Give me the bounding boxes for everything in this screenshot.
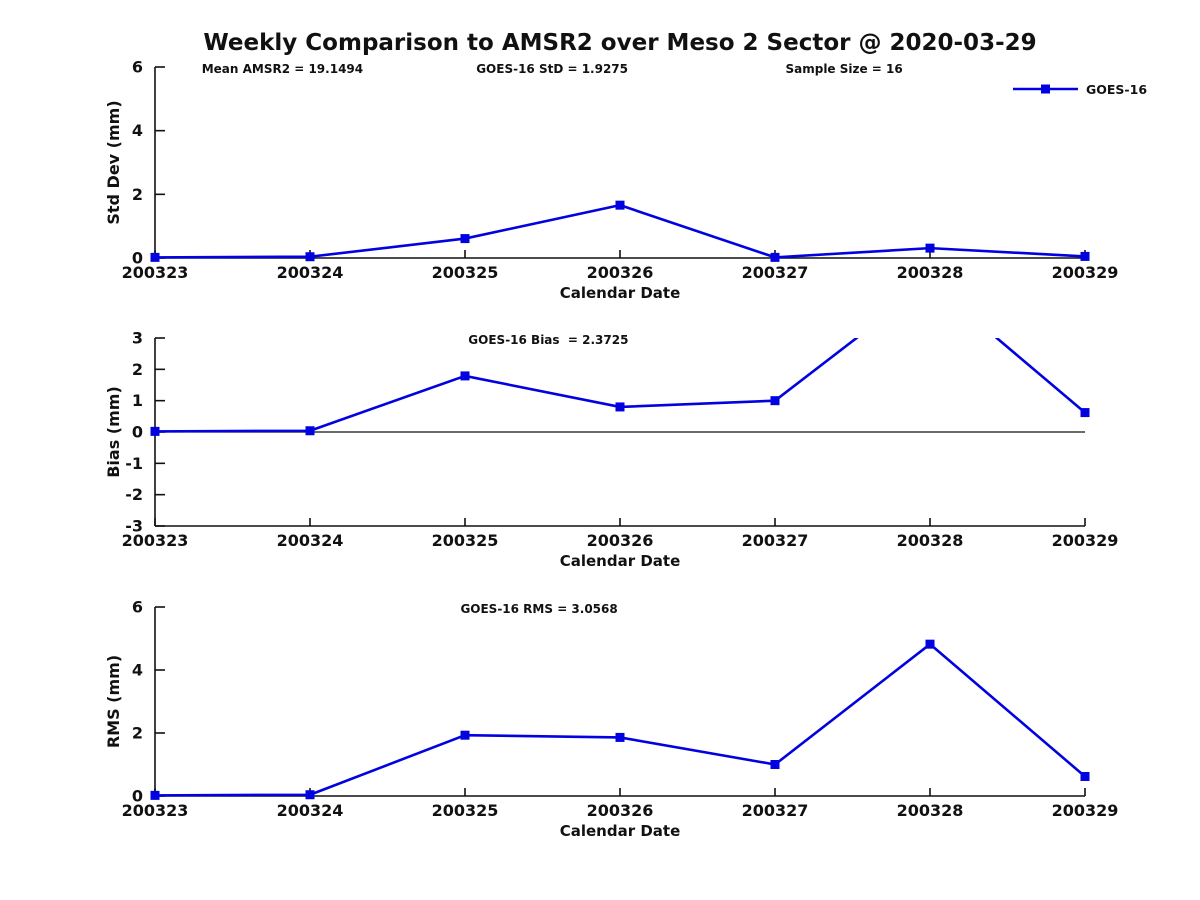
x-tick-label: 200329 [1052, 531, 1119, 550]
legend-label: GOES-16 [1086, 82, 1147, 97]
y-tick-label: -2 [125, 485, 143, 504]
x-tick-label: 200324 [277, 531, 344, 550]
std-dev-chart: 0 2 4 6 200323 200324 200325 200326 200327 200328… [104, 58, 1147, 303]
y-tick-label: 4 [132, 121, 143, 140]
y-tick-label: 6 [132, 58, 143, 77]
data-point [305, 790, 315, 800]
x-tick-label: 200327 [742, 263, 809, 282]
rms-chart: 0 2 4 6 200323 200324 200325 200326 200327 200328… [104, 598, 1118, 841]
y-tick-label: 6 [132, 598, 143, 617]
x-tick-label: 200325 [432, 263, 499, 282]
x-axis-label: Calendar Date [560, 552, 681, 570]
x-tick-label: 200324 [277, 263, 344, 282]
x-tick-label: 200327 [742, 801, 809, 820]
x-tick-label: 200326 [587, 801, 654, 820]
data-point [1080, 251, 1090, 261]
y-tick-label: 3 [132, 329, 143, 348]
data-point [770, 760, 780, 769]
x-tick-label: 200323 [122, 263, 189, 282]
x-tick-label: 200328 [897, 801, 964, 820]
y-tick-label: -1 [125, 454, 143, 473]
legend: GOES-16 [1013, 82, 1147, 97]
y-tick-label: 2 [132, 185, 143, 204]
series-GOES-16 [150, 200, 1090, 262]
x-tick-label: 200324 [277, 801, 344, 820]
y-axis-label: Bias (mm) [104, 386, 123, 478]
y-tick-label: 0 [132, 249, 143, 268]
data-line [154, 642, 1086, 797]
data-point [150, 252, 160, 262]
data-line [154, 203, 1086, 259]
legend-marker-icon [1041, 84, 1050, 94]
data-point [150, 426, 160, 436]
data-point [615, 732, 625, 742]
annotation: GOES-16 Bias = 2.3725 [468, 333, 628, 347]
x-tick-label: 200327 [742, 531, 809, 550]
x-tick-label: 200329 [1052, 801, 1119, 820]
y-tick-label: 2 [132, 360, 143, 379]
data-point [925, 243, 935, 253]
x-tick-label: 200325 [432, 531, 499, 550]
annotation: Mean AMSR2 = 19.1494 [202, 62, 363, 76]
data-point [925, 639, 935, 649]
y-axis-label: Std Dev (mm) [104, 100, 123, 224]
annotation: Sample Size = 16 [785, 62, 902, 76]
x-tick-label: 200329 [1052, 263, 1119, 282]
annotation: GOES-16 RMS = 3.0568 [460, 602, 617, 616]
x-tick-label: 200325 [432, 801, 499, 820]
x-tick-label: 200328 [897, 263, 964, 282]
data-point [615, 402, 625, 412]
x-axis-label: Calendar Date [560, 822, 681, 840]
x-tick-label: 200323 [122, 801, 189, 820]
x-axis-label: Calendar Date [560, 284, 681, 302]
x-tick-label: 200323 [122, 531, 189, 550]
data-point [305, 252, 315, 262]
x-tick-label: 200328 [897, 531, 964, 550]
x-tick-label: 200326 [587, 263, 654, 282]
data-point [460, 234, 470, 244]
y-tick-label: -3 [125, 517, 143, 536]
y-tick-label: 4 [132, 661, 143, 680]
data-point [770, 396, 780, 406]
y-tick-label: 0 [132, 423, 143, 442]
x-tick-label: 200326 [587, 531, 654, 550]
data-point [1080, 408, 1090, 418]
series-GOES-16 [150, 338, 1090, 436]
data-point [305, 426, 315, 436]
data-point [770, 252, 780, 262]
data-point [1080, 771, 1090, 781]
data-point [615, 200, 625, 210]
chart-title: Weekly Comparison to AMSR2 over Meso 2 S… [203, 30, 1037, 56]
y-tick-label: 0 [132, 787, 143, 806]
data-point [460, 371, 470, 381]
y-tick-label: 1 [132, 391, 143, 410]
series-GOES-16 [150, 639, 1090, 800]
data-point [150, 790, 160, 800]
y-tick-label: 2 [132, 724, 143, 743]
data-point [460, 730, 470, 740]
bias-chart: -3 -2 -1 0 1 2 3 200323 200324 200325 200326 200327… [104, 329, 1119, 571]
annotation: GOES-16 StD = 1.9275 [476, 62, 628, 76]
y-axis-label: RMS (mm) [104, 655, 123, 748]
